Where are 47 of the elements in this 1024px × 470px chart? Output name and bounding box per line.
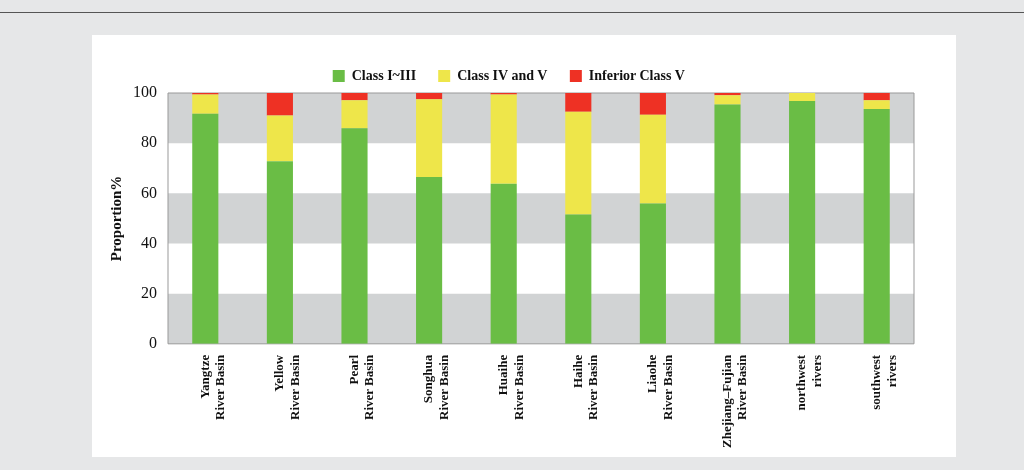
bar — [789, 101, 816, 344]
bar — [490, 183, 517, 344]
legend-label: Class IV and V — [457, 67, 548, 83]
x-tick-label: southwest rivers — [868, 354, 899, 410]
legend-label: Inferior Class V — [588, 67, 685, 83]
y-tick-label: 100 — [133, 83, 157, 101]
bar — [714, 95, 741, 105]
bar — [341, 100, 368, 129]
x-tick-label: Songhua River Basin — [420, 354, 452, 420]
x-tick-label: Huaihe River Basin — [495, 354, 526, 420]
bar — [416, 99, 443, 178]
bar — [789, 93, 816, 102]
x-tick-label: Yangtze River Basin — [196, 354, 228, 420]
bar — [341, 93, 368, 101]
bar — [565, 214, 592, 344]
bar — [639, 114, 666, 204]
x-tick-label: Pearl River Basin — [345, 354, 377, 420]
x-tick-label: Liaohe River Basin — [644, 354, 675, 420]
bar — [565, 93, 592, 112]
y-tick-label: 20 — [141, 283, 157, 301]
y-tick-label: 80 — [141, 133, 157, 151]
bar — [416, 177, 443, 344]
bar — [192, 113, 219, 344]
y-axis-title: Proportion% — [107, 175, 124, 262]
bar — [863, 109, 890, 344]
bar — [714, 93, 741, 96]
x-tick-label: Zhejiang–Fujian River Basin — [718, 354, 750, 448]
bar — [490, 94, 517, 184]
x-tick-label: Yellow River Basin — [271, 354, 302, 420]
legend-label: Class I~III — [351, 67, 417, 83]
bar — [192, 94, 219, 114]
bar — [266, 161, 293, 344]
y-tick-label: 0 — [149, 334, 157, 352]
bar — [266, 115, 293, 162]
bar — [863, 100, 890, 110]
bar — [565, 111, 592, 215]
bar — [416, 93, 443, 100]
x-tick-label: northwest rivers — [793, 354, 825, 411]
bar — [639, 93, 666, 115]
y-tick-label: 40 — [141, 233, 157, 251]
y-tick-label: 60 — [141, 183, 157, 201]
bar — [863, 93, 890, 101]
bar — [266, 93, 293, 116]
bar — [639, 203, 666, 344]
x-tick-label: Haihe River Basin — [569, 354, 601, 420]
bar — [714, 104, 741, 344]
bar — [341, 128, 368, 344]
